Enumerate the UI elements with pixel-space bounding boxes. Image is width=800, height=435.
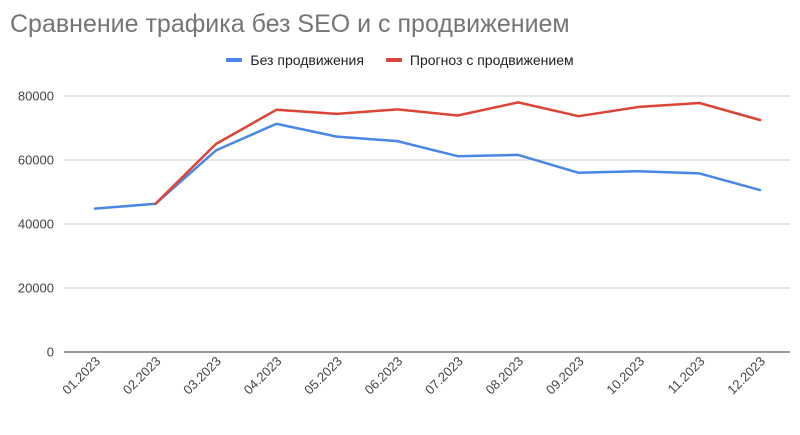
- y-tick-label-3: 60000: [18, 153, 54, 168]
- x-tick-label-1: 02.2023: [120, 354, 164, 398]
- legend-item-series-0[interactable]: Без продвижения: [226, 52, 364, 68]
- y-tick-label-1: 20000: [18, 281, 54, 296]
- x-tick-label-10: 11.2023: [665, 354, 708, 397]
- y-tick-label-4: 80000: [18, 89, 54, 104]
- x-tick-label-5: 06.2023: [362, 354, 406, 398]
- x-tick-label-9: 10.2023: [603, 354, 647, 398]
- y-tick-label-0: 0: [47, 345, 54, 360]
- legend-label-series-1: Прогноз с продвижением: [409, 52, 574, 68]
- series-line-0: [93, 122, 762, 210]
- x-tick-label-2: 03.2023: [180, 354, 224, 398]
- chart-legend: Без продвижения Прогноз с продвижением: [0, 52, 800, 68]
- x-tick-label-4: 05.2023: [301, 354, 345, 398]
- chart-title: Сравнение трафика без SEO и с продвижени…: [10, 10, 570, 38]
- legend-swatch-series-1: [385, 58, 402, 62]
- x-tick-label-7: 08.2023: [482, 354, 526, 398]
- legend-swatch-series-0: [226, 58, 243, 62]
- x-tick-label-0: 01.2023: [59, 354, 103, 398]
- x-tick-label-6: 07.2023: [422, 354, 466, 398]
- series-line-1: [154, 101, 762, 206]
- x-tick-label-8: 09.2023: [543, 354, 587, 398]
- x-tick-label-3: 04.2023: [241, 354, 285, 398]
- x-tick-label-11: 12.2023: [724, 354, 768, 398]
- y-tick-label-2: 40000: [18, 217, 54, 232]
- legend-label-series-0: Без продвижения: [250, 52, 364, 68]
- legend-item-series-1[interactable]: Прогноз с продвижением: [385, 52, 574, 68]
